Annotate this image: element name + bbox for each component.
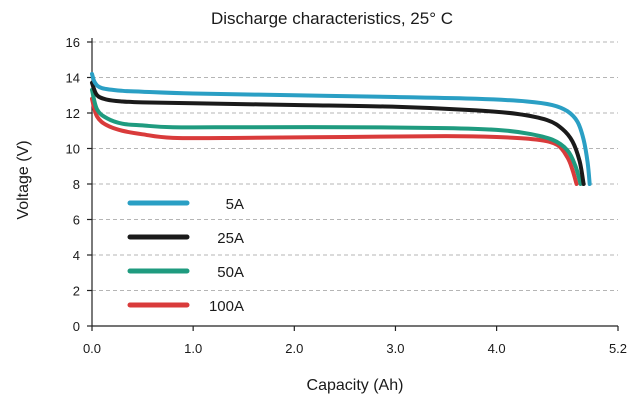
series-line-5a [90, 71, 592, 186]
legend-label-25a: 25A [217, 230, 244, 247]
x-axis-label: Capacity (Ah) [307, 377, 404, 394]
legend-label-5a: 5A [226, 196, 244, 213]
legend: 5A 25A 50A 100A [127, 196, 244, 315]
y-tick-label: 16 [66, 35, 80, 50]
x-tick-label: 3.0 [386, 341, 404, 356]
y-tick-label: 4 [73, 248, 80, 263]
y-tick-label: 0 [73, 319, 80, 334]
legend-label-100a: 100A [209, 298, 244, 315]
grid-lines [92, 41, 618, 291]
x-tick-label: 1.0 [184, 341, 202, 356]
y-tick-label: 2 [73, 284, 80, 299]
series-line-50a [90, 87, 583, 186]
y-tick-label: 6 [73, 213, 80, 228]
axes [91, 38, 618, 327]
y-tick-label: 10 [66, 142, 80, 157]
x-tick-label: 2.0 [285, 341, 303, 356]
series-line-25a [90, 80, 586, 186]
legend-label-50a: 50A [217, 264, 244, 281]
x-tick-label: 0.0 [83, 341, 101, 356]
y-tick-labels: 0 2 4 6 8 10 12 14 16 [66, 35, 92, 334]
y-axis-label: Voltage (V) [15, 140, 32, 219]
y-tick-label: 14 [66, 71, 80, 86]
y-tick-label: 8 [73, 177, 80, 192]
x-tick-label: 5.2 [609, 341, 627, 356]
y-tick-label: 12 [66, 106, 80, 121]
series-line-100a [90, 96, 579, 186]
series-lines [90, 71, 592, 186]
x-tick-label: 4.0 [488, 341, 506, 356]
chart-title: Discharge characteristics, 25° C [211, 9, 453, 28]
x-tick-labels: 0.0 1.0 2.0 3.0 4.0 5.2 [83, 326, 627, 356]
